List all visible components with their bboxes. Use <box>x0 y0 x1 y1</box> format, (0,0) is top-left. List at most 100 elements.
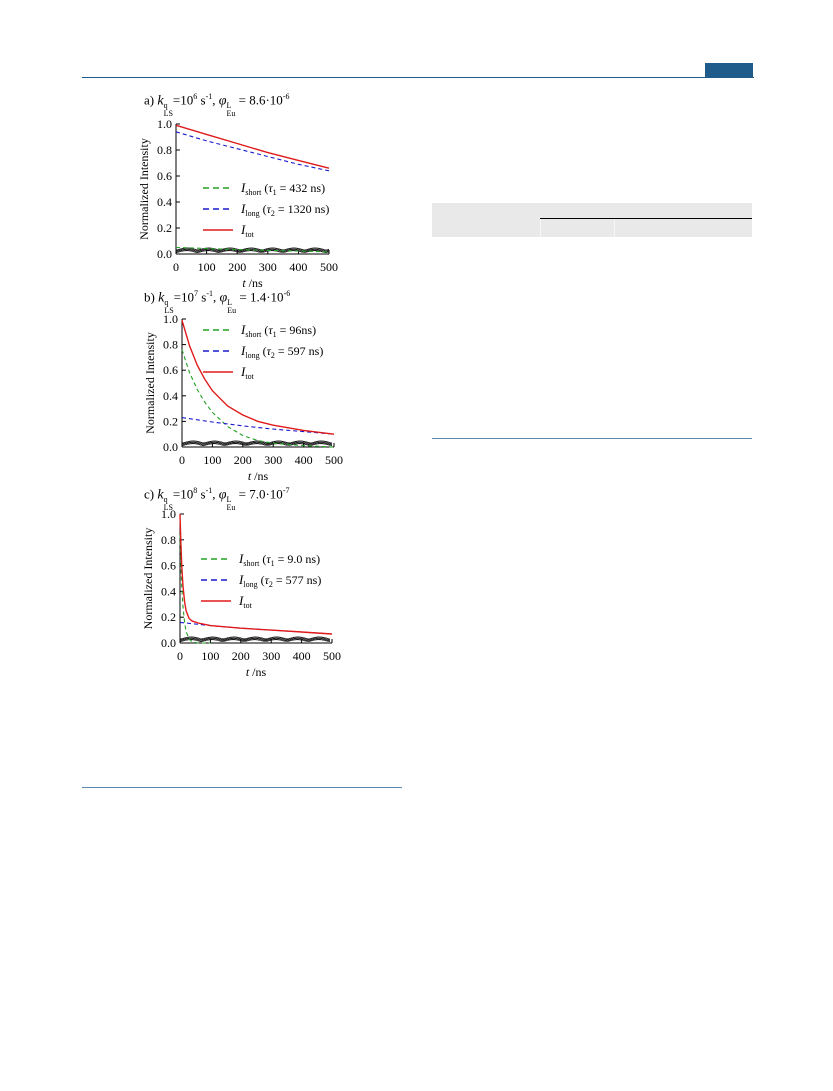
panel-label: c) k q LS =108 s-1, φ L Eu = 7.0·10-7 <box>144 486 289 512</box>
y-tick-label: 0.4 <box>161 584 176 598</box>
legend-entry: Ilong (τ2 = 1320 ns) <box>240 201 329 218</box>
unit-exponent: -1 <box>206 289 213 298</box>
x-axis-label: t /ns <box>248 469 269 483</box>
x-tick-label: 100 <box>203 453 221 467</box>
phi-symbol: φ <box>218 93 227 109</box>
panel-letter: c) <box>144 486 155 502</box>
x-tick-label: 400 <box>295 453 313 467</box>
phi-exponent: -7 <box>282 486 290 495</box>
series-line-long <box>175 131 330 172</box>
series-line-short <box>181 349 335 448</box>
phi-value: = 7.0·10 <box>235 486 283 502</box>
k-superscript: q <box>163 101 168 111</box>
x-axis-label: t /ns <box>242 276 263 290</box>
legend-entry: Ishort (τ1 = 432 ns) <box>240 180 325 197</box>
baseline-noise <box>181 440 333 447</box>
header-rule <box>82 77 754 78</box>
phi-superscript: L <box>226 495 232 505</box>
x-tick-label: 300 <box>262 649 280 663</box>
panel-label: b) k q LS =107 s-1, φ L Eu = 1.4·10-6 <box>144 289 290 315</box>
k-exponent: 8 <box>193 486 198 495</box>
legend-entry: Ilong (τ2 = 577 ns) <box>238 572 321 589</box>
k-subscript: LS <box>163 503 173 513</box>
y-tick-label: 0.8 <box>157 143 172 157</box>
separator: , <box>212 92 219 108</box>
series-line-tot <box>175 124 330 169</box>
y-tick-label: 0.2 <box>161 610 176 624</box>
panel-letter: b) <box>144 289 155 305</box>
x-tick-label: 200 <box>234 453 252 467</box>
panel-letter: a) <box>144 92 155 108</box>
phi-value: = 1.4·10 <box>236 289 284 305</box>
y-axis-label: Normalized Intensity <box>143 332 157 434</box>
k-symbol: k <box>158 290 165 306</box>
x-tick-label: 400 <box>293 649 311 663</box>
k-value: =10 <box>172 92 194 108</box>
phi-superscript: L <box>226 101 232 111</box>
y-tick-label: 0.0 <box>163 440 178 454</box>
y-tick-label: 1.0 <box>161 507 176 521</box>
phi-exponent: -6 <box>283 289 291 298</box>
phi-value: = 8.6·10 <box>235 92 283 108</box>
phi-subscript: Eu <box>226 109 236 119</box>
table-column-divider <box>540 219 541 237</box>
x-tick-label: 100 <box>198 260 216 274</box>
separator: , <box>212 289 220 305</box>
unit-exponent: -1 <box>205 92 213 101</box>
k-subscript: LS <box>164 306 174 316</box>
legend-entry: Ishort (τ1 = 9.0 ns) <box>238 551 320 568</box>
separator: , <box>212 486 219 502</box>
table-header-rule <box>540 218 752 219</box>
y-tick-label: 0.4 <box>163 389 178 403</box>
y-tick-label: 0.8 <box>161 533 176 547</box>
k-superscript: q <box>164 298 169 308</box>
chart-panel-1: 0.0 0.2 0.4 0.6 0.8 1.0 0 100 200 300 400 500 Normal… <box>137 117 338 290</box>
k-subscript: LS <box>163 109 173 119</box>
x-tick-label: 500 <box>323 649 341 663</box>
legend-entry: Ishort (τ1 = 96ns) <box>240 322 316 339</box>
phi-symbol: φ <box>218 487 227 503</box>
series-line-tot <box>179 513 333 635</box>
y-tick-label: 0.2 <box>163 414 178 428</box>
k-superscript: q <box>163 495 168 505</box>
y-tick-label: 0.0 <box>161 636 176 650</box>
x-tick-label: 300 <box>259 260 277 274</box>
x-tick-label: 300 <box>264 453 282 467</box>
k-exponent: 7 <box>194 289 198 298</box>
table-bottom-rule <box>432 438 752 439</box>
y-tick-label: 0.6 <box>163 363 178 377</box>
k-symbol: k <box>157 93 164 109</box>
phi-symbol: φ <box>219 290 228 306</box>
y-axis-label: Normalized Intensity <box>137 138 151 240</box>
phi-subscript: Eu <box>227 306 237 316</box>
footnote-rule <box>82 787 402 788</box>
header-tab <box>705 63 753 77</box>
table-column-divider <box>614 219 615 237</box>
k-exponent: 6 <box>193 92 198 101</box>
x-tick-label: 0 <box>179 453 185 467</box>
x-axis-label: t /ns <box>246 665 267 679</box>
unit: s <box>198 289 207 305</box>
baseline-noise <box>179 636 331 643</box>
series-line-tot <box>181 320 335 435</box>
legend-entry: Itot <box>240 222 255 239</box>
x-tick-label: 200 <box>228 260 246 274</box>
y-axis-label: Normalized Intensity <box>141 528 155 630</box>
unit: s <box>197 486 206 502</box>
y-tick-label: 1.0 <box>157 117 172 131</box>
legend-entry: Itot <box>238 593 253 610</box>
panel-label: a) k q LS =106 s-1, φ L Eu = 8.6·10-6 <box>144 92 289 118</box>
x-tick-label: 200 <box>232 649 250 663</box>
y-tick-label: 0.2 <box>157 221 172 235</box>
series-line-short <box>179 534 211 644</box>
x-tick-label: 500 <box>320 260 338 274</box>
unit-exponent: -1 <box>205 486 213 495</box>
phi-subscript: Eu <box>226 503 236 513</box>
phi-superscript: L <box>227 298 233 308</box>
phi-exponent: -6 <box>282 92 290 101</box>
legend-entry: Itot <box>240 364 255 381</box>
chart-panel-3: 0.0 0.2 0.4 0.6 0.8 1.0 0 100 200 300 400 500 Normal… <box>141 507 341 679</box>
series-line-short <box>175 246 330 253</box>
k-value: =10 <box>172 486 194 502</box>
y-tick-label: 1.0 <box>163 312 178 326</box>
